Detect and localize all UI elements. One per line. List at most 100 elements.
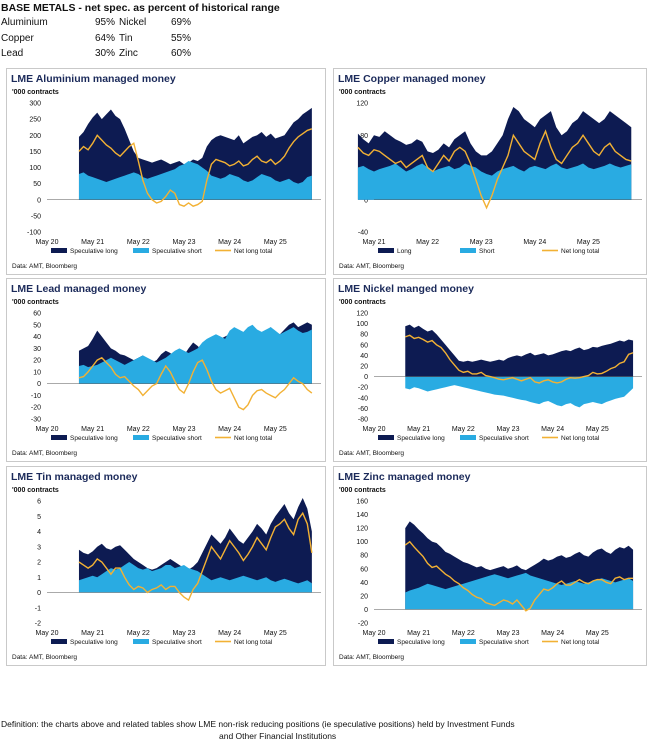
y-tick-label: -60 bbox=[358, 406, 368, 413]
y-tick-label: 120 bbox=[356, 101, 368, 108]
legend-label: Speculative long bbox=[397, 435, 445, 442]
chart-title: LME Zinc managed money bbox=[338, 471, 471, 483]
y-tick-label: -20 bbox=[358, 621, 368, 628]
y-tick-label: 6 bbox=[37, 499, 41, 506]
y-tick-label: 20 bbox=[360, 593, 368, 600]
footer-line-1: Definition: the charts above and related… bbox=[1, 719, 515, 729]
y-tick-label: 2 bbox=[37, 560, 41, 567]
y-tick-label: 5 bbox=[37, 514, 41, 521]
y-tick-label: 20 bbox=[33, 358, 41, 365]
speculative-short-area bbox=[78, 324, 312, 384]
x-tick-label: May 22 bbox=[127, 630, 150, 637]
x-tick-label: May 22 bbox=[416, 239, 439, 246]
net-long-line bbox=[78, 128, 313, 207]
x-tick-label: May 25 bbox=[577, 239, 600, 246]
legend-label: Speculative short bbox=[152, 639, 202, 646]
legend-label: Net long total bbox=[561, 248, 600, 255]
y-tick-label: 3 bbox=[37, 544, 41, 551]
y-tick-label: 40 bbox=[360, 580, 368, 587]
legend-swatch bbox=[133, 639, 149, 644]
legend-swatch bbox=[460, 435, 476, 440]
y-tick-label: 0 bbox=[364, 607, 368, 614]
y-tick-label: 60 bbox=[360, 342, 368, 349]
header-metal-lead: Lead bbox=[1, 48, 24, 59]
y-tick-label: 0 bbox=[364, 374, 368, 381]
legend-swatch bbox=[460, 248, 476, 253]
legend-swatch bbox=[133, 248, 149, 253]
footer-definition: Definition: the charts above and related… bbox=[1, 718, 641, 742]
y-tick-label: 100 bbox=[29, 165, 41, 172]
x-tick-label: May 23 bbox=[497, 426, 520, 433]
lead-chart-svg: 60 50 40 30 20 10 0 -10 -20 -30 May 20 May 21 May 22… bbox=[31, 311, 321, 442]
chart-panel-nickel: LME Nickel manged money '000 contracts 1… bbox=[333, 278, 647, 462]
x-tick-label: May 23 bbox=[173, 239, 196, 246]
x-tick-label: May 20 bbox=[36, 426, 59, 433]
speculative-long-area bbox=[405, 324, 634, 377]
x-tick-label: May 24 bbox=[218, 239, 241, 246]
x-tick-label: May 24 bbox=[523, 239, 546, 246]
legend-label: Speculative long bbox=[70, 435, 118, 442]
legend-label: Speculative short bbox=[479, 639, 529, 646]
y-tick-label: 30 bbox=[33, 346, 41, 353]
legend-label: Speculative short bbox=[152, 435, 202, 442]
chart-panel-tin: LME Tin managed money '000 contracts 6 5 4… bbox=[6, 466, 326, 666]
x-tick-label: May 21 bbox=[81, 426, 104, 433]
net-long-line bbox=[405, 334, 634, 384]
legend-label: Speculative long bbox=[70, 639, 118, 646]
y-tick-label: -40 bbox=[358, 230, 368, 237]
y-tick-label: 80 bbox=[360, 133, 368, 140]
chart-title: LME Nickel manged money bbox=[338, 283, 474, 295]
chart-panel-aluminium: LME Aluminium managed money '000 contrac… bbox=[6, 68, 326, 275]
x-tick-label: May 24 bbox=[218, 426, 241, 433]
y-tick-label: -2 bbox=[35, 621, 41, 628]
header-value-lead: 30% bbox=[95, 48, 116, 59]
x-tick-label: May 23 bbox=[470, 239, 493, 246]
y-tick-label: -100 bbox=[27, 230, 41, 237]
y-tick-label: 120 bbox=[356, 311, 368, 318]
tin-chart-svg: 6 5 4 3 2 1 0 -1 -2 May 20 May 21 May 22 May 23 May 2… bbox=[35, 497, 321, 646]
x-tick-label: May 21 bbox=[363, 239, 386, 246]
x-tick-label: May 21 bbox=[407, 630, 430, 637]
y-tick-label: 140 bbox=[356, 512, 368, 519]
y-tick-label: 150 bbox=[29, 149, 41, 156]
legend-swatch bbox=[460, 639, 476, 644]
y-tick-label: 300 bbox=[29, 101, 41, 108]
net-long-line bbox=[404, 540, 634, 612]
header-metal-nickel: Nickel bbox=[119, 17, 147, 28]
x-tick-label: May 20 bbox=[363, 426, 386, 433]
y-tick-label: -40 bbox=[358, 395, 368, 402]
chart-unit-label: '000 contracts bbox=[12, 299, 59, 306]
x-tick-label: May 25 bbox=[264, 426, 287, 433]
legend-label: Net long total bbox=[234, 435, 273, 442]
header-title: BASE METALS - net spec. as percent of hi… bbox=[1, 2, 280, 14]
x-tick-label: May 25 bbox=[586, 426, 609, 433]
chart-unit-label: '000 contracts bbox=[339, 299, 386, 306]
y-tick-label: 50 bbox=[33, 181, 41, 188]
y-tick-label: 0 bbox=[37, 197, 41, 204]
chart-source: Data: AMT, Bloomberg bbox=[339, 450, 405, 457]
y-tick-label: -30 bbox=[31, 417, 41, 424]
y-tick-label: 0 bbox=[364, 197, 368, 204]
x-tick-label: May 24 bbox=[541, 630, 564, 637]
legend-label: Net long total bbox=[561, 435, 600, 442]
speculative-short-area bbox=[78, 562, 312, 593]
legend-label: Speculative long bbox=[397, 639, 445, 646]
net-long-line bbox=[78, 511, 313, 602]
y-tick-label: 120 bbox=[356, 526, 368, 533]
legend-label: Long bbox=[397, 248, 412, 255]
x-tick-label: May 21 bbox=[407, 426, 430, 433]
y-tick-label: 0 bbox=[37, 381, 41, 388]
y-tick-label: 80 bbox=[360, 553, 368, 560]
chart-panel-zinc: LME Zinc managed money '000 contracts 16… bbox=[333, 466, 647, 666]
y-tick-label: 60 bbox=[360, 566, 368, 573]
chart-unit-label: '000 contracts bbox=[12, 487, 59, 494]
chart-unit-label: '000 contracts bbox=[12, 89, 59, 96]
y-tick-label: 200 bbox=[29, 133, 41, 140]
y-tick-label: -10 bbox=[31, 393, 41, 400]
x-tick-label: May 22 bbox=[452, 630, 475, 637]
x-tick-label: May 25 bbox=[264, 239, 287, 246]
zinc-chart-svg: 160 140 120 100 80 60 40 20 0 -20 May 20 May 21 May … bbox=[356, 499, 642, 646]
chart-title: LME Copper managed money bbox=[338, 73, 486, 85]
chart-unit-label: '000 contracts bbox=[339, 89, 386, 96]
